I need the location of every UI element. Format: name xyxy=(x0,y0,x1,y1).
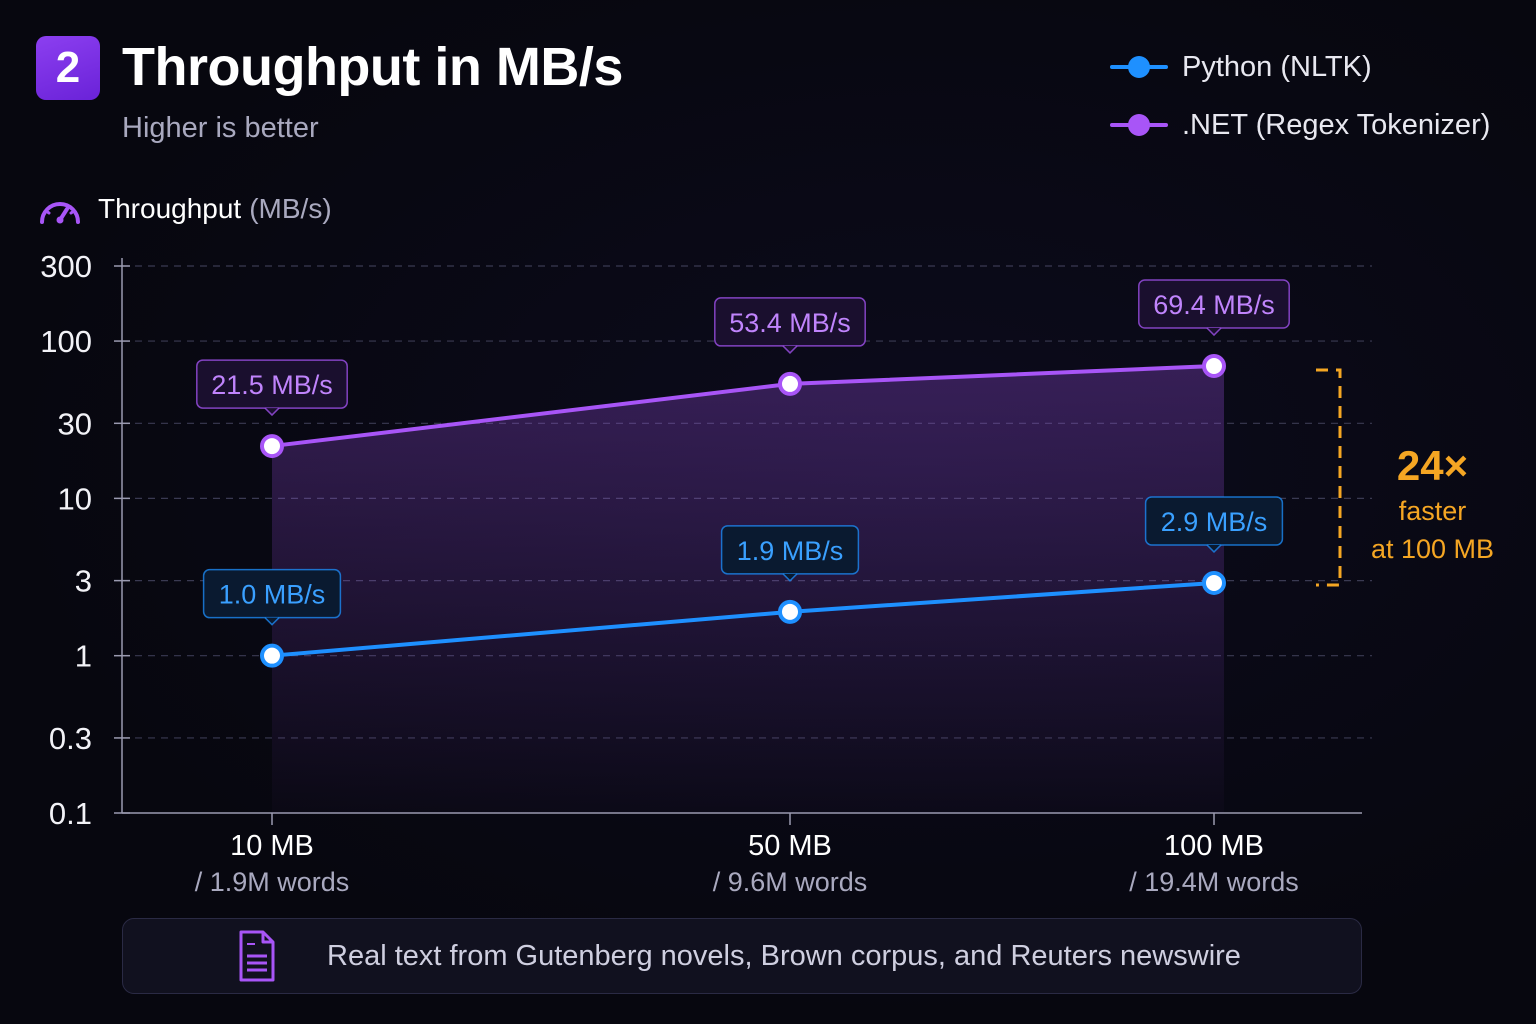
y-tick-label: 3 xyxy=(75,564,92,599)
legend-label-python: Python (NLTK) xyxy=(1182,50,1372,83)
dotnet-data-point xyxy=(778,371,802,396)
speedup-context: at 100 MB xyxy=(1370,534,1495,564)
data-label-pointer xyxy=(782,573,798,582)
y-tick-label: 30 xyxy=(58,406,92,441)
dotnet-area-fill xyxy=(272,366,1224,813)
page-subtitle: Higher is better xyxy=(122,112,319,144)
y-tick-label: 0.3 xyxy=(49,721,92,756)
python-data-label: 1.0 MB/s xyxy=(202,568,342,626)
python-data-label: 1.9 MB/s xyxy=(720,525,860,582)
x-tick-sublabel: / 9.6M words xyxy=(713,867,868,897)
python-data-point xyxy=(778,599,802,624)
data-source-note: Real text from Gutenberg novels, Brown c… xyxy=(122,918,1362,994)
data-label-text: 69.4 MB/s xyxy=(1153,290,1275,320)
data-label-text: 53.4 MB/s xyxy=(729,308,851,338)
data-label-pointer xyxy=(782,345,798,354)
data-source-text: Real text from Gutenberg novels, Brown c… xyxy=(327,939,1241,972)
dotnet-data-label: 21.5 MB/s xyxy=(196,359,348,417)
data-label-box xyxy=(1144,496,1284,546)
chart-legend: Python (NLTK) .NET (Regex Tokenizer) xyxy=(1110,48,1490,164)
x-tick-sublabel: / 19.4M words xyxy=(1129,867,1299,897)
python-data-label: 2.9 MB/s xyxy=(1144,496,1284,554)
x-tick-label: 50 MB xyxy=(748,830,832,862)
page-title: Throughput in MB/s xyxy=(122,37,623,97)
speedup-multiplier: 24× xyxy=(1396,442,1469,489)
data-label-text: 1.9 MB/s xyxy=(737,536,844,566)
data-label-text: 1.0 MB/s xyxy=(219,580,326,610)
y-tick-label: 1 xyxy=(75,639,92,674)
data-label-pointer xyxy=(1206,327,1222,337)
data-label-pointer xyxy=(1206,544,1222,554)
document-icon xyxy=(239,930,275,982)
y-axis-title: Throughput (MB/s) xyxy=(36,192,332,226)
legend-item-python: Python (NLTK) xyxy=(1110,48,1490,86)
data-label-pointer xyxy=(264,617,280,626)
y-tick-label: 10 xyxy=(58,481,92,516)
speedometer-icon xyxy=(40,202,80,224)
python-data-point xyxy=(1202,570,1226,595)
x-tick-sublabel: / 1.9M words xyxy=(195,867,350,897)
speedup-callout: 24× faster at 100 MB xyxy=(1350,440,1515,568)
data-label-text: 21.5 MB/s xyxy=(211,370,333,400)
dotnet-data-point xyxy=(1202,354,1226,379)
dotnet-data-point xyxy=(260,434,284,459)
python-data-point xyxy=(260,643,284,668)
dotnet-data-label: 69.4 MB/s xyxy=(1138,279,1290,337)
legend-swatch-dotnet xyxy=(1110,114,1168,136)
dotnet-data-label: 53.4 MB/s xyxy=(714,297,866,354)
speedup-bracket xyxy=(1316,368,1342,587)
section-number-badge: 2 xyxy=(36,36,100,100)
data-label-pointer xyxy=(264,407,280,417)
legend-swatch-python xyxy=(1110,56,1168,78)
y-tick-label: 0.1 xyxy=(49,796,92,831)
y-tick-label: 300 xyxy=(40,249,92,284)
x-tick-label: 100 MB xyxy=(1164,830,1264,862)
data-label-text: 2.9 MB/s xyxy=(1161,507,1268,537)
y-axis-title-unit: (MB/s) xyxy=(249,193,332,224)
y-tick-label: 100 xyxy=(40,324,92,359)
x-tick-label: 10 MB xyxy=(230,830,314,862)
legend-item-dotnet: .NET (Regex Tokenizer) xyxy=(1110,106,1490,144)
speedup-text: faster xyxy=(1398,496,1467,526)
y-axis-title-main: Throughput xyxy=(98,193,242,224)
legend-label-dotnet: .NET (Regex Tokenizer) xyxy=(1182,108,1491,141)
